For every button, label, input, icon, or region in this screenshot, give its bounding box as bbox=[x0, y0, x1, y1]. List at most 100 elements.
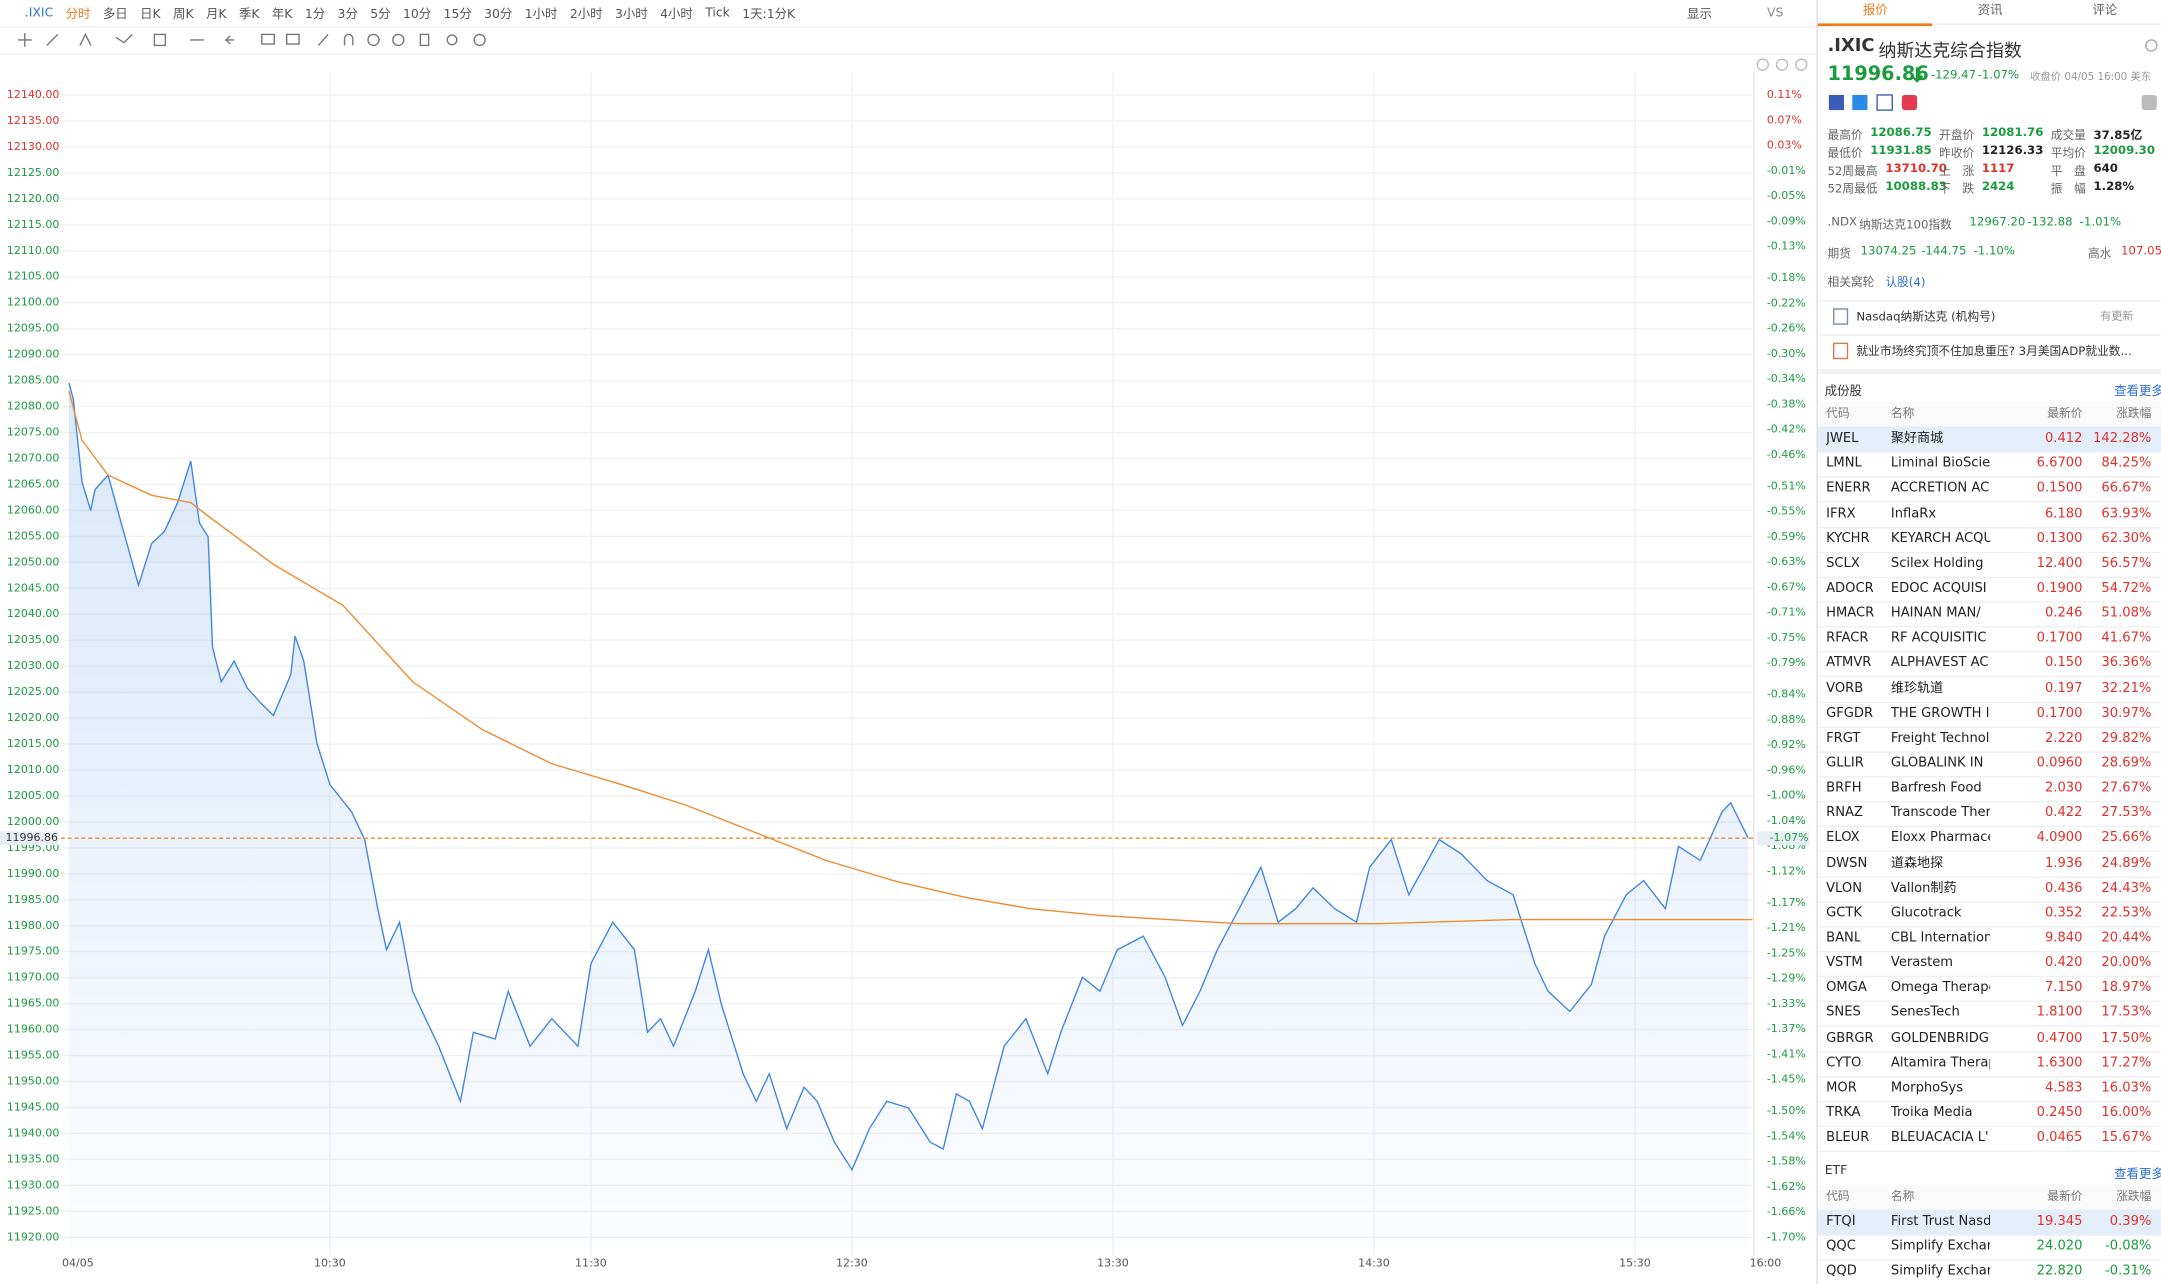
period-tab[interactable]: 季K bbox=[238, 8, 260, 23]
line-icon[interactable] bbox=[46, 33, 59, 46]
lock-icon[interactable] bbox=[392, 33, 405, 47]
kline-setting[interactable]: 1天:1分K bbox=[742, 8, 796, 23]
rect-icon[interactable] bbox=[153, 33, 167, 47]
table-row[interactable]: CYTO Altamira Therap 1.6300 17.27% bbox=[1817, 1051, 2161, 1078]
bell-icon[interactable] bbox=[2141, 94, 2157, 111]
more-link[interactable]: 查看更多 bbox=[2114, 1168, 2161, 1183]
table-row[interactable]: FTQI First Trust Nasda 19.345 0.39% bbox=[1817, 1209, 2161, 1236]
row-name: Simplify Exchange bbox=[1890, 1263, 1990, 1280]
period-tab[interactable]: 5分 bbox=[370, 8, 391, 23]
table-row[interactable]: VORB 维珍轨道 0.197 32.21% bbox=[1817, 676, 2161, 703]
average-line bbox=[68, 390, 1753, 925]
period-tab[interactable]: 3分 bbox=[337, 8, 358, 23]
table-row[interactable]: ADOCR EDOC ACQUISI 0.1900 54.72% bbox=[1817, 577, 2161, 603]
table-row[interactable]: BLEUR BLEUACACIA L' 0.0465 15.67% bbox=[1817, 1126, 2161, 1152]
table-row[interactable]: HMACR HAINAN MAN/0.246 51.08% bbox=[1817, 602, 2161, 628]
table-row[interactable]: DWSN 道森地探 1.936 24.89% bbox=[1817, 851, 2161, 878]
period-tab[interactable]: 年K bbox=[271, 8, 293, 23]
warrants-label: 相关窝轮 bbox=[1827, 276, 1875, 291]
period-tab[interactable]: 2小时 bbox=[569, 8, 603, 23]
zoom-out-icon[interactable] bbox=[1775, 58, 1789, 71]
period-tab[interactable]: 多日 bbox=[102, 8, 128, 23]
table-row[interactable]: JWEL 聚好商城 0.412 142.28% bbox=[1817, 426, 2161, 453]
period-tab[interactable]: 10分 bbox=[402, 8, 432, 23]
reset-icon[interactable] bbox=[1756, 58, 1769, 71]
futures-price: 13074.25 bbox=[1860, 244, 1917, 259]
period-tab[interactable]: 分时 bbox=[65, 8, 91, 23]
period-tab[interactable]: 30分 bbox=[484, 8, 513, 23]
table-row[interactable]: GLLIR GLOBALINK IN 0.0960 28.69% bbox=[1817, 751, 2161, 778]
row-price: 0.422 bbox=[2044, 805, 2083, 821]
doc-icon[interactable] bbox=[1876, 94, 1893, 111]
period-tab[interactable]: 月K bbox=[205, 8, 227, 23]
settings-icon[interactable] bbox=[2145, 39, 2158, 52]
wave-icon[interactable] bbox=[115, 33, 133, 44]
table-row[interactable]: ELOX Eloxx Pharmace 4.0900 25.66% bbox=[1817, 826, 2161, 853]
y2-tick-label: -1.37% bbox=[1767, 1022, 1806, 1035]
panel-tab[interactable]: 资讯 bbox=[1932, 0, 2048, 25]
table-row[interactable]: MOR MorphoSys 4.583 16.03% bbox=[1817, 1076, 2161, 1103]
zoom-in-icon[interactable] bbox=[1795, 58, 1808, 71]
table-row[interactable]: BRFH Barfresh Food 2.030 27.67% bbox=[1817, 776, 2161, 803]
period-tab[interactable]: 3小时 bbox=[614, 8, 648, 23]
table-row[interactable]: IFRX InflaRx 6.180 63.93% bbox=[1817, 502, 2161, 528]
trend-icon[interactable] bbox=[79, 32, 92, 46]
table-row[interactable]: GCTK Glucotrack 0.352 22.53% bbox=[1817, 901, 2161, 928]
table-row[interactable]: ATMVR ALPHAVEST AC 0.150 36.36% bbox=[1817, 651, 2161, 678]
period-tab[interactable]: 4小时 bbox=[660, 8, 693, 23]
table-row[interactable]: RNAZ Transcode Ther 0.422 27.53% bbox=[1817, 801, 2161, 828]
news-text: Nasdaq纳斯达克 (机构号) bbox=[1856, 311, 1996, 325]
row-code: ENERR bbox=[1826, 480, 1871, 496]
table-row[interactable]: QQD Simplify Exchange 22.820 -0.31% bbox=[1818, 1260, 2161, 1284]
news-item[interactable]: Nasdaq纳斯达克 (机构号) 有更新 bbox=[1817, 300, 2161, 332]
y-tick-label: 12010.00 bbox=[7, 763, 60, 776]
period-tab[interactable]: 1小时 bbox=[524, 8, 558, 23]
arrow-icon[interactable] bbox=[224, 35, 235, 45]
y-tick-label: 12140.00 bbox=[7, 88, 60, 101]
row-change: 0.39% bbox=[2109, 1213, 2152, 1230]
delete-icon[interactable] bbox=[419, 33, 430, 47]
news-item[interactable]: 就业市场终究顶不住加息重压? 3月美国ADP就业数... bbox=[1817, 334, 2161, 366]
settings-icon[interactable] bbox=[473, 33, 486, 47]
period-tab[interactable]: 周K bbox=[173, 8, 194, 23]
ruler-icon[interactable] bbox=[317, 33, 329, 46]
table-row[interactable]: VLON Vallon制药 0.436 24.43% bbox=[1817, 876, 2161, 903]
panel-tab[interactable]: 评论 bbox=[2047, 0, 2161, 25]
period-tab[interactable]: 1分 bbox=[304, 8, 326, 23]
table-row[interactable]: BANL CBL Internation 9.840 20.44% bbox=[1817, 926, 2161, 953]
table-row[interactable]: OMGA Omega Therape 7.150 18.97% bbox=[1817, 976, 2161, 1003]
symbol[interactable]: .IXIC bbox=[24, 6, 54, 20]
table-row[interactable]: GBRGR GOLDENBRIDG 0.4700 17.50% bbox=[1817, 1026, 2161, 1053]
vs-button[interactable]: VS bbox=[1767, 6, 1784, 20]
table-row[interactable]: VSTM Verastem 0.420 20.00% bbox=[1817, 951, 2161, 978]
table-row[interactable]: TRKA Troika Media 0.2450 16.00% bbox=[1817, 1101, 2161, 1127]
table-row[interactable]: LMNL Liminal BioScier 6.6700 84.25% bbox=[1817, 452, 2161, 478]
table-row[interactable]: SNES SenesTech 1.8100 17.53% bbox=[1817, 1001, 2161, 1028]
move-icon[interactable] bbox=[17, 33, 32, 47]
table-header: 代码 名称 最新价 涨跌幅 bbox=[1817, 1184, 2161, 1212]
table-row[interactable]: SCLX Scilex Holding 12.400 56.57% bbox=[1817, 552, 2161, 578]
table-row[interactable]: KYCHR KEYARCH ACQU 0.1300 62.30% bbox=[1817, 527, 2161, 553]
more-link[interactable]: 查看更多 bbox=[2114, 385, 2161, 400]
table-row[interactable]: RFACR RF ACQUISITIC 0.1700 41.67% bbox=[1817, 627, 2161, 653]
eye-icon[interactable] bbox=[367, 33, 380, 47]
note-icon[interactable] bbox=[261, 33, 275, 45]
table-row[interactable]: ENERR ACCRETION AC 0.1500 66.67% bbox=[1817, 477, 2161, 503]
period-tab[interactable]: 15分 bbox=[443, 8, 472, 23]
table-row[interactable]: GFGDR THE GROWTH I 0.1700 30.97% bbox=[1817, 701, 2161, 728]
period-tab[interactable]: Tick bbox=[705, 6, 730, 20]
table-row[interactable]: QQC Simplify Exchange 24.020 -0.08% bbox=[1817, 1235, 2161, 1261]
app-icon[interactable] bbox=[1852, 94, 1868, 111]
period-tab[interactable]: 日K bbox=[140, 8, 161, 23]
link-icon[interactable] bbox=[446, 34, 458, 46]
warrants-link[interactable]: 认股(4) bbox=[1885, 276, 1926, 291]
table-row[interactable]: FRGT Freight Technol 2.220 29.82% bbox=[1817, 726, 2161, 753]
y2-tick-label: -0.79% bbox=[1767, 656, 1806, 669]
panel-tab[interactable]: 报价 bbox=[1817, 0, 1933, 27]
display-menu[interactable]: 显示 bbox=[1687, 8, 1712, 23]
magnet-icon[interactable] bbox=[343, 33, 354, 46]
row-code: SNES bbox=[1826, 1005, 1861, 1021]
row-change: 17.53% bbox=[2101, 1005, 2152, 1021]
comment-icon[interactable] bbox=[285, 33, 300, 45]
fav-icon[interactable] bbox=[1901, 94, 1918, 111]
